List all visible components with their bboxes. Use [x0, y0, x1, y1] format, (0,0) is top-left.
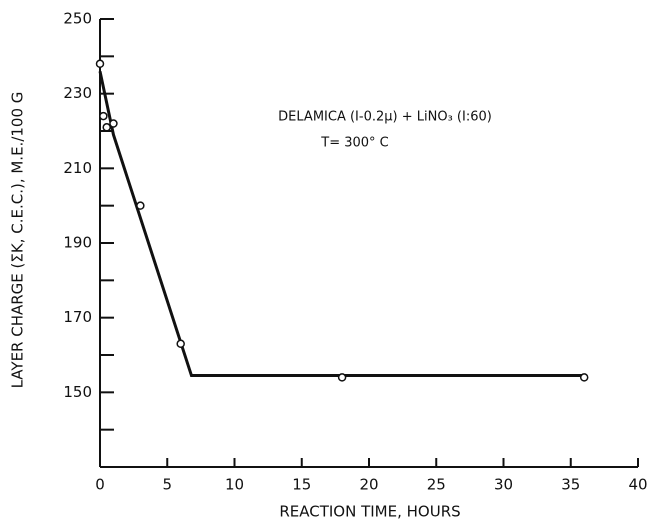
x-tick-label: 30 — [494, 476, 513, 494]
data-point — [95, 59, 105, 69]
data-point — [579, 373, 589, 382]
x-tick-label: 25 — [427, 476, 446, 494]
x-tick-label: 0 — [95, 476, 105, 494]
data-point — [109, 119, 118, 128]
data-point — [99, 111, 108, 121]
x-tick-label: 40 — [628, 476, 647, 494]
x-tick-label: 15 — [292, 476, 311, 494]
y-tick-label: 210 — [63, 159, 92, 177]
data-point — [337, 373, 347, 382]
y-tick-label: 150 — [63, 383, 92, 401]
x-tick-label: 20 — [359, 476, 378, 494]
y-tick-label: 230 — [63, 84, 92, 102]
annotation: DELAMICA (I-0.2μ) + LiNO₃ (I:60) — [278, 110, 492, 125]
y-tick-label: 190 — [63, 234, 92, 252]
y-axis-label: LAYER CHARGE (ΣK, C.E.C.), M.E./100 G — [9, 92, 27, 389]
x-tick-label: 10 — [225, 476, 244, 494]
x-axis-label: REACTION TIME, HOURS — [279, 503, 460, 521]
data-point — [176, 339, 185, 349]
fit-line — [98, 70, 585, 378]
y-tick-label: 250 — [63, 10, 92, 28]
data-point — [136, 201, 145, 210]
x-tick-label: 5 — [162, 476, 172, 494]
data-point — [102, 123, 111, 132]
y-tick-label: 170 — [63, 308, 92, 326]
annotation: T= 300° C — [320, 136, 389, 151]
x-tick-label: 35 — [561, 476, 580, 494]
